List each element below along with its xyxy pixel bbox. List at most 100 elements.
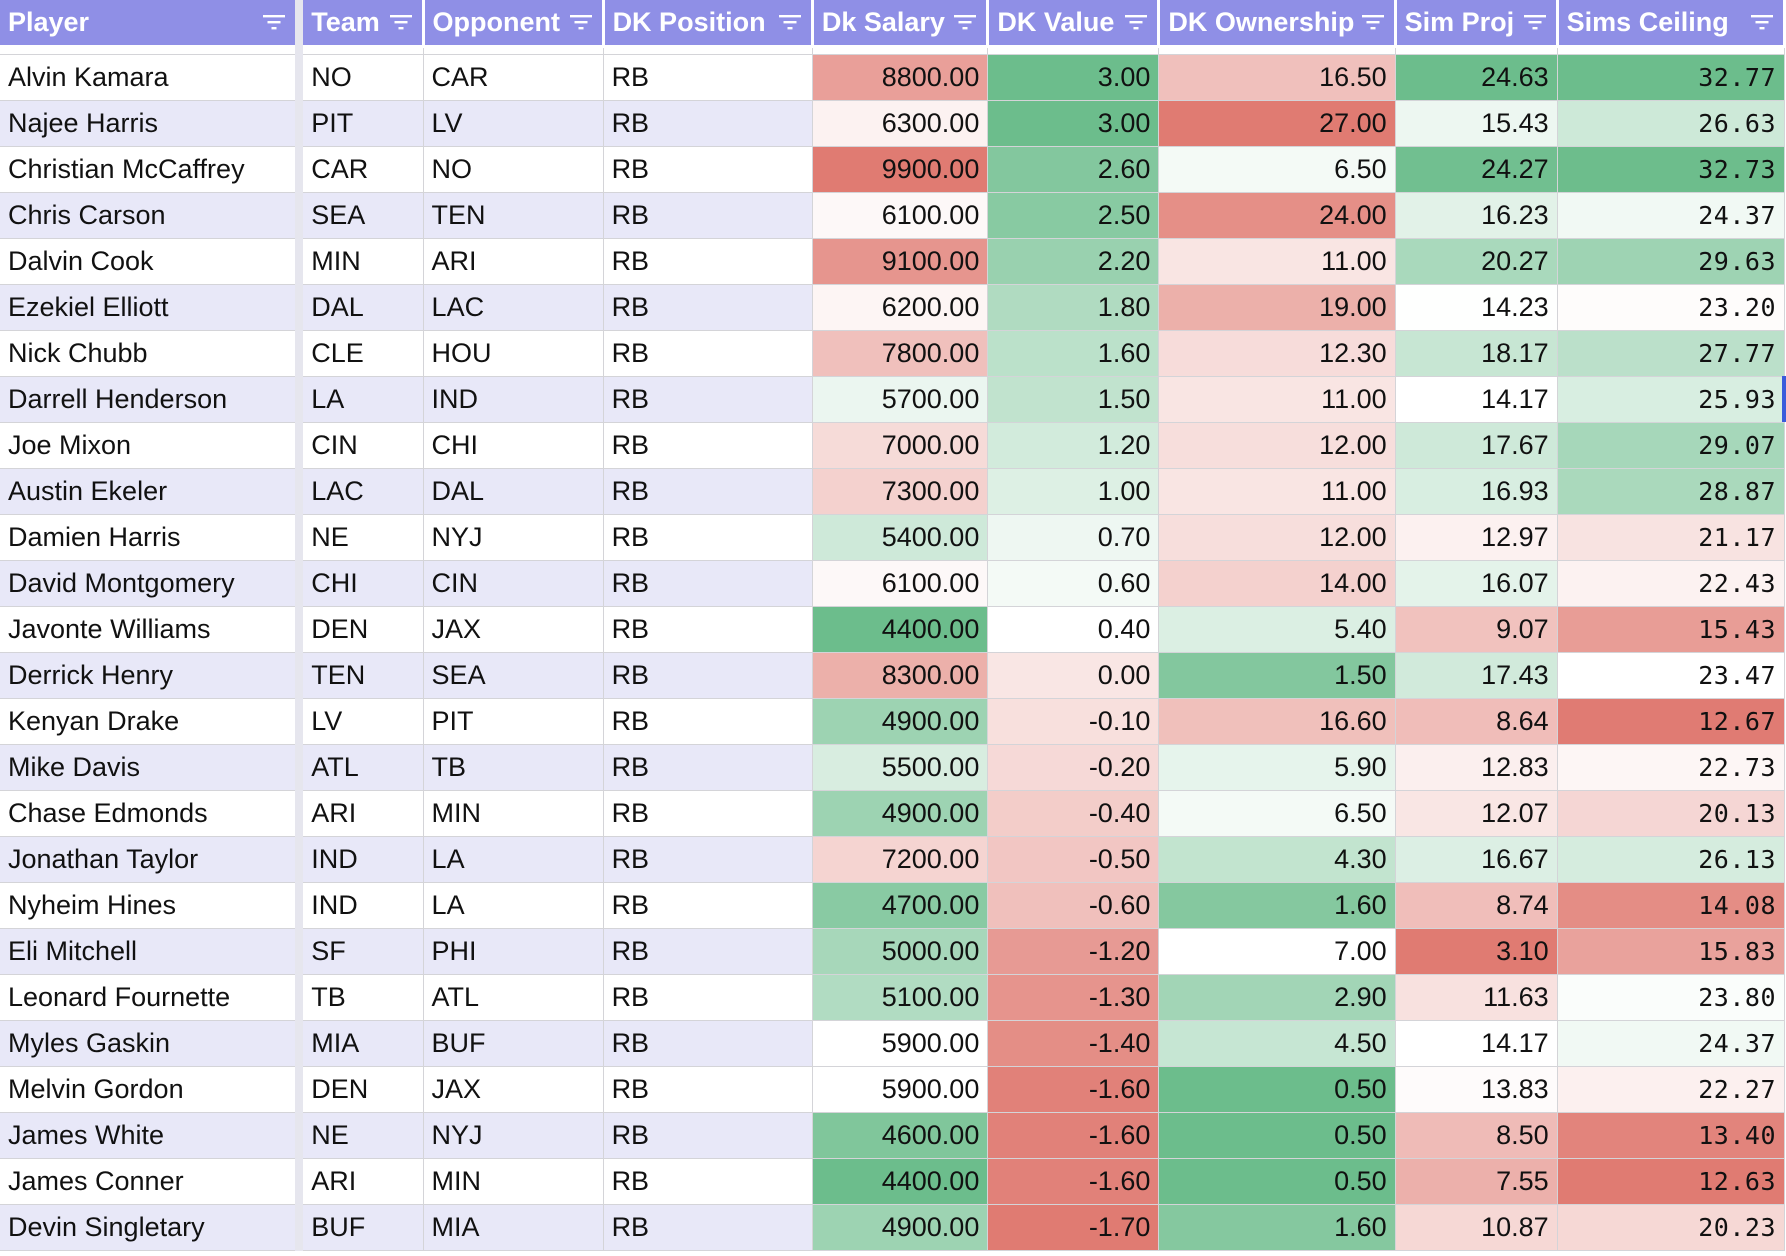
cell-ownership[interactable]: 0.50 [1158,1158,1396,1205]
filter-icon[interactable] [262,14,286,30]
cell-opponent[interactable]: NYJ [423,514,604,561]
cell-ownership[interactable]: 1.60 [1158,882,1396,929]
cell-ownership[interactable]: 2.90 [1158,974,1396,1021]
cell-position[interactable]: RB [603,1020,813,1067]
cell-opponent[interactable]: CHI [423,422,604,469]
filter-icon[interactable] [778,14,802,30]
cell-salary[interactable]: 4700.00 [812,882,989,929]
cell-opponent[interactable]: TEN [423,192,604,239]
cell-opponent[interactable]: LA [423,836,604,883]
cell-position[interactable]: RB [603,146,813,193]
cell-salary[interactable]: 5900.00 [812,1066,989,1113]
cell-salary[interactable]: 9100.00 [812,238,989,285]
cell-sim-proj[interactable]: 14.17 [1395,376,1558,423]
cell-team[interactable]: LV [295,698,424,745]
cell-opponent[interactable]: LAC [423,284,604,331]
cell-team[interactable]: IND [295,882,424,929]
cell-ceiling[interactable]: 20.23 [1557,1204,1786,1251]
cell-salary[interactable]: 4400.00 [812,1158,989,1205]
cell-player[interactable]: Chris Carson [0,192,300,239]
cell-ceiling[interactable]: 29.07 [1557,422,1786,469]
cell-player[interactable]: Damien Harris [0,514,300,561]
cell-salary[interactable]: 6200.00 [812,284,989,331]
cell-ownership[interactable]: 5.90 [1158,744,1396,791]
cell-salary[interactable]: 7000.00 [812,422,989,469]
cell-player[interactable]: Darrell Henderson [0,376,300,423]
cell-sim-proj[interactable]: 8.74 [1395,882,1558,929]
column-header-team[interactable]: Team [295,0,425,48]
cell-salary[interactable]: 4900.00 [812,790,989,837]
cell-salary[interactable]: 6100.00 [812,560,989,607]
cell-value[interactable]: 0.40 [987,606,1160,653]
cell-ceiling[interactable]: 24.37 [1557,192,1786,239]
cell-value[interactable]: -0.40 [987,790,1160,837]
cell-opponent[interactable]: BUF [423,1020,604,1067]
cell-player[interactable]: Devin Singletary [0,1204,300,1251]
cell-value[interactable]: 2.50 [987,192,1160,239]
cell-ownership[interactable]: 16.60 [1158,698,1396,745]
cell-player[interactable]: James White [0,1112,300,1159]
cell-value[interactable]: 2.60 [987,146,1160,193]
cell-ownership[interactable]: 4.50 [1158,1020,1396,1067]
cell-sim-proj[interactable]: 11.63 [1395,974,1558,1021]
cell-value[interactable]: -1.60 [987,1158,1160,1205]
cell-opponent[interactable]: ARI [423,238,604,285]
cell-salary[interactable]: 7200.00 [812,836,989,883]
filter-icon[interactable] [953,14,977,30]
cell-ceiling[interactable]: 26.13 [1557,836,1786,883]
cell-value[interactable]: -1.70 [987,1204,1160,1251]
cell-ceiling[interactable]: 29.63 [1557,238,1786,285]
cell-opponent[interactable]: LA [423,882,604,929]
cell-ceiling[interactable]: 23.80 [1557,974,1786,1021]
cell-player[interactable]: Ezekiel Elliott [0,284,300,331]
cell-position[interactable]: RB [603,422,813,469]
cell-ceiling[interactable]: 15.83 [1557,928,1786,975]
cell-ownership[interactable]: 6.50 [1158,146,1396,193]
cell-player[interactable]: Christian McCaffrey [0,146,300,193]
cell-team[interactable]: CAR [295,146,424,193]
cell-position[interactable]: RB [603,468,813,515]
cell-sim-proj[interactable]: 16.93 [1395,468,1558,515]
cell-ceiling[interactable]: 21.17 [1557,514,1786,561]
cell-player[interactable]: Dalvin Cook [0,238,300,285]
cell-sim-proj[interactable]: 12.07 [1395,790,1558,837]
cell-team[interactable]: NE [295,1112,424,1159]
cell-salary[interactable]: 4900.00 [812,1204,989,1251]
cell-value[interactable]: 1.00 [987,468,1160,515]
cell-player[interactable]: David Montgomery [0,560,300,607]
cell-sim-proj[interactable]: 7.55 [1395,1158,1558,1205]
column-header-dk-ownership[interactable]: DK Ownership [1158,0,1397,48]
cell-ceiling[interactable]: 32.73 [1557,146,1786,193]
cell-value[interactable]: 1.60 [987,330,1160,377]
filter-icon[interactable] [1124,14,1148,30]
cell-value[interactable]: -1.60 [987,1112,1160,1159]
cell-player[interactable]: Najee Harris [0,100,300,147]
cell-position[interactable]: RB [603,238,813,285]
cell-sim-proj[interactable]: 24.27 [1395,146,1558,193]
cell-sim-proj[interactable]: 8.50 [1395,1112,1558,1159]
cell-sim-proj[interactable]: 18.17 [1395,330,1558,377]
cell-ownership[interactable]: 5.40 [1158,606,1396,653]
cell-player[interactable]: Nyheim Hines [0,882,300,929]
cell-opponent[interactable]: MIN [423,790,604,837]
cell-position[interactable]: RB [603,192,813,239]
cell-value[interactable]: -0.10 [987,698,1160,745]
cell-ownership[interactable]: 0.50 [1158,1112,1396,1159]
cell-opponent[interactable]: DAL [423,468,604,515]
cell-opponent[interactable]: NO [423,146,604,193]
cell-position[interactable]: RB [603,698,813,745]
cell-ownership[interactable]: 12.00 [1158,422,1396,469]
cell-team[interactable]: DEN [295,1066,424,1113]
cell-ceiling[interactable]: 23.47 [1557,652,1786,699]
cell-value[interactable]: 1.50 [987,376,1160,423]
cell-player[interactable]: Joe Mixon [0,422,300,469]
cell-ceiling[interactable]: 12.67 [1557,698,1786,745]
cell-position[interactable]: RB [603,836,813,883]
cell-ownership[interactable]: 1.60 [1158,1204,1396,1251]
cell-value[interactable]: 0.60 [987,560,1160,607]
cell-sim-proj[interactable]: 24.63 [1395,54,1558,101]
cell-team[interactable]: BUF [295,1204,424,1251]
cell-team[interactable]: MIA [295,1020,424,1067]
cell-opponent[interactable]: IND [423,376,604,423]
cell-player[interactable]: Austin Ekeler [0,468,300,515]
